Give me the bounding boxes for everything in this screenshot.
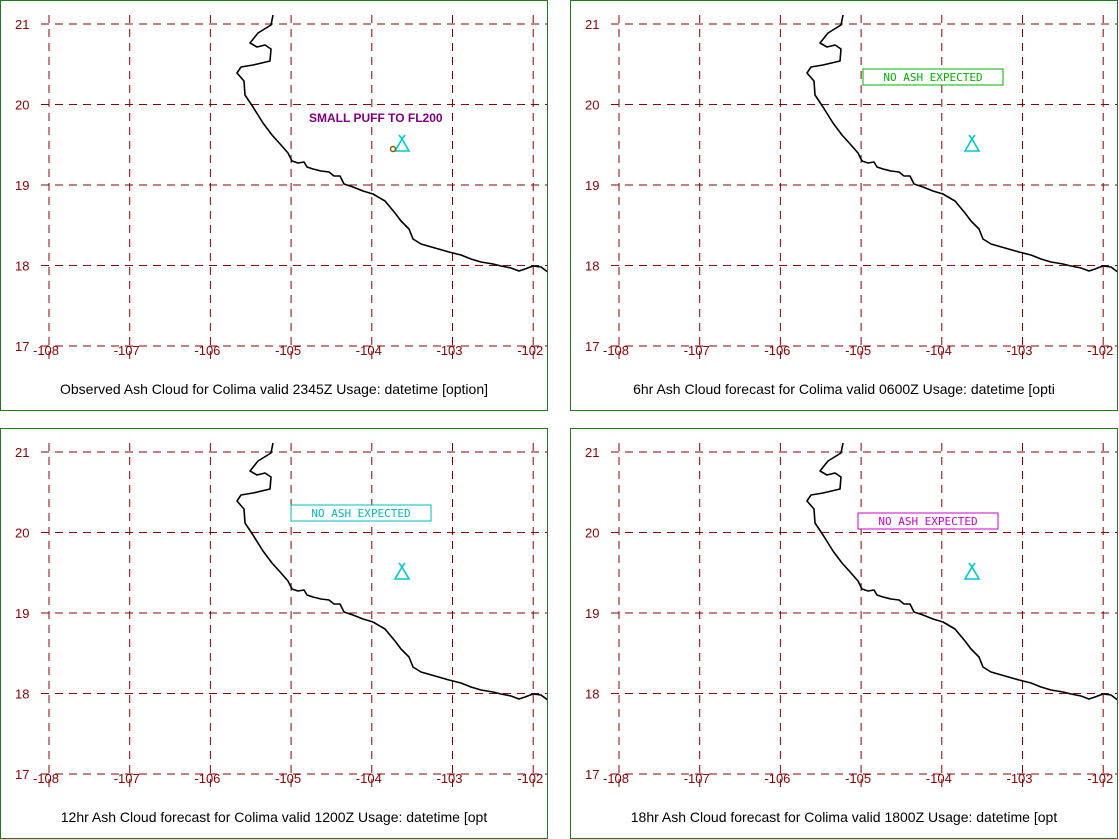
map-canvas: 21 20 19 18 17 -108 -107 -106 -105 -104 -103 -102 NO… — [585, 442, 1117, 789]
lon-label: -102 — [1087, 343, 1113, 358]
grid-lines — [41, 15, 547, 361]
lon-label: -105 — [845, 343, 871, 358]
annotation-text: NO ASH EXPECTED — [883, 71, 982, 84]
lat-label: 21 — [15, 445, 29, 460]
lat-label: 17 — [15, 339, 29, 354]
annotation-box — [862, 68, 1004, 86]
lon-label: -104 — [356, 343, 382, 358]
annotation-text: NO ASH EXPECTED — [878, 515, 977, 528]
lon-label: -102 — [1087, 771, 1113, 786]
lon-label: -105 — [275, 343, 301, 358]
map-panel-observed: 21 20 19 18 17 -108 -107 -106 -105 -104 -103 -102 SM… — [0, 0, 548, 411]
lat-label: 19 — [585, 178, 599, 193]
lon-label: -103 — [1007, 771, 1033, 786]
volcano-icon — [393, 134, 411, 152]
lat-label: 18 — [15, 259, 29, 274]
coastline — [236, 14, 547, 273]
lon-label: -106 — [194, 771, 220, 786]
grid-lines — [41, 443, 547, 789]
panel-caption: Observed Ash Cloud for Colima valid 2345… — [59, 381, 488, 397]
lon-label: -108 — [603, 771, 629, 786]
lat-label: 20 — [585, 98, 599, 113]
annotation-box — [290, 504, 432, 522]
lon-label: -107 — [684, 771, 710, 786]
lon-label: -107 — [114, 771, 140, 786]
annotation-text: SMALL PUFF TO FL200 — [309, 111, 443, 125]
lat-label: 20 — [15, 526, 29, 541]
lon-label: -108 — [33, 771, 59, 786]
lon-label: -102 — [517, 343, 543, 358]
lon-label: -104 — [356, 771, 382, 786]
lon-label: -104 — [926, 343, 952, 358]
lon-label: -106 — [764, 771, 790, 786]
lon-label: -103 — [437, 343, 463, 358]
panel-caption: 18hr Ash Cloud forecast for Colima valid… — [630, 809, 1058, 825]
grid-lines — [611, 15, 1117, 361]
lat-label: 19 — [585, 606, 599, 621]
lon-label: -106 — [194, 343, 220, 358]
lon-label: -102 — [517, 771, 543, 786]
lon-label: -106 — [764, 343, 790, 358]
lon-label: -105 — [275, 771, 301, 786]
lon-label: -103 — [437, 771, 463, 786]
map-canvas: 21 20 19 18 17 -108 -107 -106 -105 -104 -103 -102 NO… — [15, 442, 547, 789]
grid-lines — [611, 443, 1117, 789]
lat-label: 21 — [585, 17, 599, 32]
lat-label: 18 — [585, 687, 599, 702]
map-panel-18hr: 21 20 19 18 17 -108 -107 -106 -105 -104 -103 -102 NO… — [570, 428, 1118, 839]
lat-label: 20 — [15, 98, 29, 113]
map-panel-6hr: 21 20 19 18 17 -108 -107 -106 -105 -104 -103 -102 NO… — [570, 0, 1118, 411]
coastline — [236, 442, 547, 701]
lon-label: -107 — [684, 343, 710, 358]
volcano-icon — [963, 134, 981, 152]
lon-label: -105 — [845, 771, 871, 786]
lon-label: -107 — [114, 343, 140, 358]
lon-label: -104 — [926, 771, 952, 786]
lat-label: 21 — [585, 445, 599, 460]
volcano-icon — [393, 562, 411, 580]
lon-label: -103 — [1007, 343, 1033, 358]
lat-label: 18 — [15, 687, 29, 702]
ash-puff-marker — [389, 145, 397, 153]
volcano-icon — [963, 562, 981, 580]
annotation-text: NO ASH EXPECTED — [311, 507, 410, 520]
coastline — [806, 442, 1117, 701]
lat-label: 17 — [15, 767, 29, 782]
annotation-box — [857, 512, 999, 530]
lat-label: 18 — [585, 259, 599, 274]
lat-label: 17 — [585, 767, 599, 782]
lat-label: 21 — [15, 17, 29, 32]
lat-label: 19 — [15, 178, 29, 193]
map-panel-12hr: 21 20 19 18 17 -108 -107 -106 -105 -104 -103 -102 NO… — [0, 428, 548, 839]
coastline — [806, 14, 1117, 273]
lat-label: 17 — [585, 339, 599, 354]
map-canvas: 21 20 19 18 17 -108 -107 -106 -105 -104 -103 -102 SM… — [15, 14, 547, 361]
panel-caption: 12hr Ash Cloud forecast for Colima valid… — [60, 809, 488, 825]
lon-label: -108 — [33, 343, 59, 358]
lat-label: 20 — [585, 526, 599, 541]
map-canvas: 21 20 19 18 17 -108 -107 -106 -105 -104 -103 -102 NO… — [585, 14, 1117, 361]
lat-label: 19 — [15, 606, 29, 621]
lon-label: -108 — [603, 343, 629, 358]
panel-caption: 6hr Ash Cloud forecast for Colima valid … — [633, 381, 1055, 397]
